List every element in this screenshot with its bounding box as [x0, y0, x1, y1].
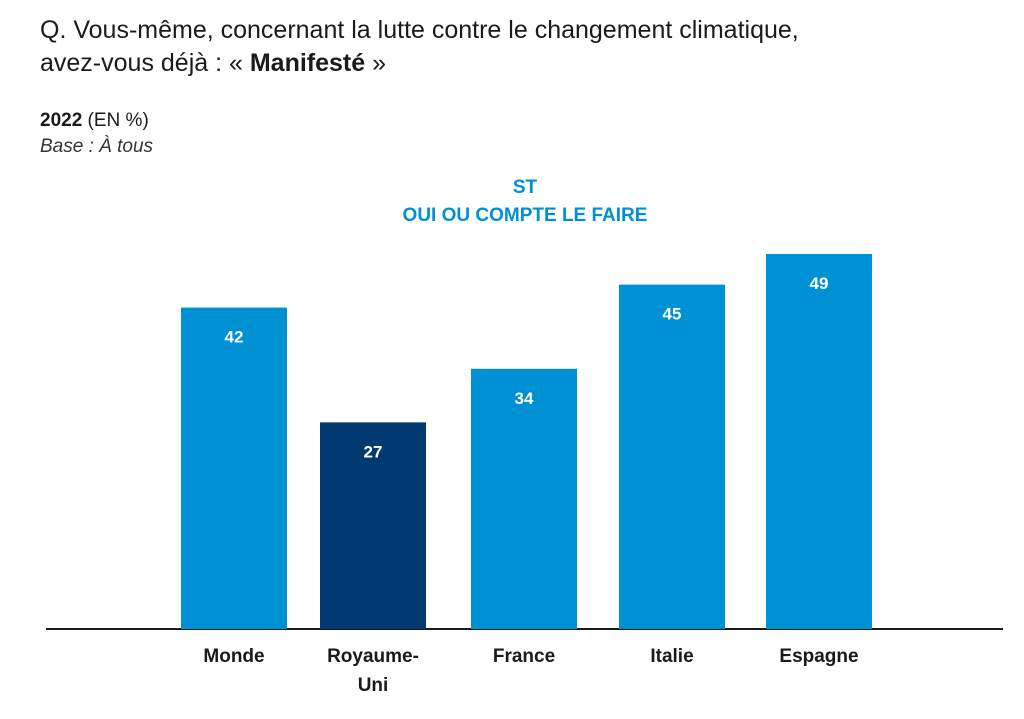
chart-title-line-1: ST	[512, 177, 538, 198]
bar-value-label-1: 27	[364, 442, 383, 461]
unit-label: (EN %)	[82, 110, 149, 131]
year-unit-line: 2022 (EN %)	[40, 108, 153, 134]
chart-title-line-2: OUI OU COMPTE LE FAIRE	[402, 205, 648, 226]
chart-meta: 2022 (EN %) Base : À tous	[40, 108, 153, 160]
question-line-1: Q. Vous-même, concernant la lutte contre…	[40, 16, 799, 44]
year-label: 2022	[40, 110, 83, 131]
question-line-2: avez-vous déjà : « Manifesté »	[40, 47, 799, 80]
bar-value-label-3: 45	[663, 305, 682, 324]
bar-0	[181, 307, 287, 629]
category-label-0: Monde	[203, 646, 264, 667]
category-label-1: Royaume-Uni	[327, 646, 419, 696]
category-label-2: France	[493, 646, 555, 667]
bar-value-label-2: 34	[515, 389, 534, 408]
bar-value-label-0: 42	[225, 328, 244, 347]
chart-title: ST OUI OU COMPTE LE FAIRE	[0, 174, 1024, 230]
question-text: Q. Vous-même, concernant la lutte contre…	[40, 14, 799, 80]
category-label-4: Espagne	[779, 646, 858, 667]
question-line-2-emphasis: Manifesté	[249, 49, 366, 77]
base-label: Base : À tous	[40, 136, 154, 157]
bar-4	[766, 254, 872, 629]
category-label-3: Italie	[650, 646, 693, 667]
question-line-2-suffix: »	[365, 49, 387, 77]
bar-2	[471, 368, 577, 629]
bar-1	[320, 422, 426, 629]
bar-value-label-4: 49	[810, 274, 829, 293]
question-line-2-prefix: avez-vous déjà : «	[40, 49, 250, 77]
bar-3	[619, 284, 725, 629]
